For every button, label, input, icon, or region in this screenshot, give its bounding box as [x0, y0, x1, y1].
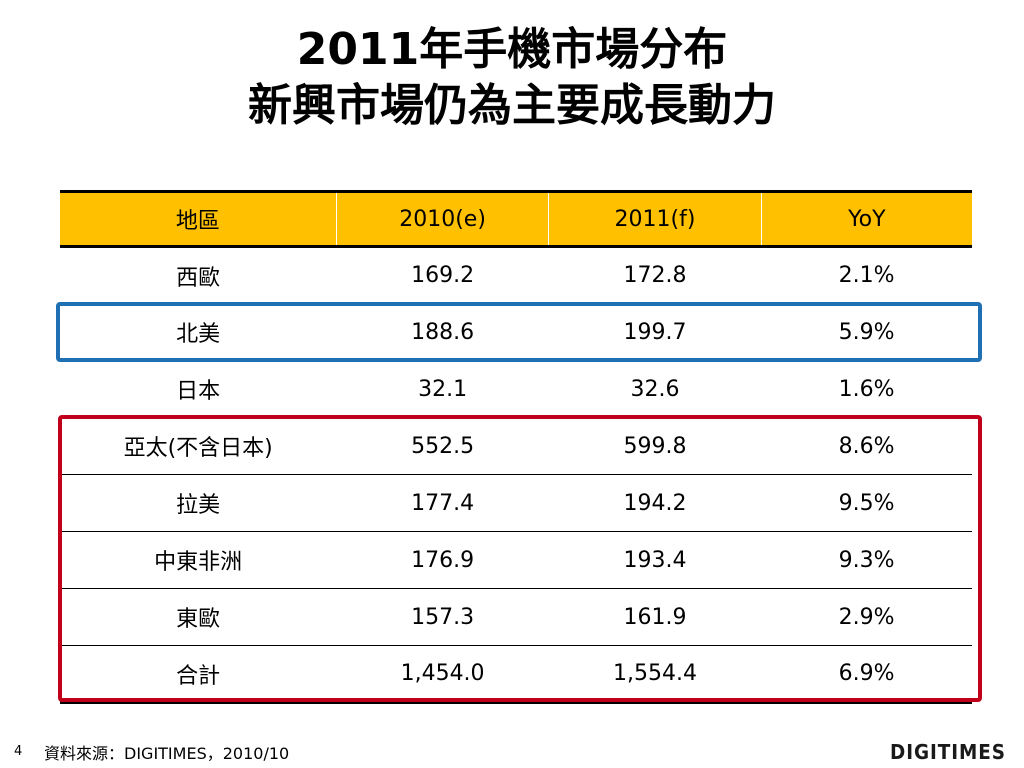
cell-region: 拉美 — [60, 474, 337, 532]
table-row: 西歐 169.2 172.8 2.1% — [60, 246, 972, 304]
cell-yoy: 1.6% — [761, 360, 972, 418]
cell-2011: 172.8 — [548, 246, 762, 304]
cell-2010: 552.5 — [336, 417, 549, 475]
cell-2011: 161.9 — [548, 588, 762, 646]
cell-2010: 169.2 — [336, 246, 549, 304]
cell-2010: 1,454.0 — [336, 645, 549, 704]
cell-2011: 199.7 — [548, 303, 762, 361]
slide-title: 2011年手機市場分布 新興市場仍為主要成長動力 — [0, 22, 1024, 134]
digitimes-logo: DIGITIMES — [890, 740, 1006, 764]
cell-region: 中東非洲 — [60, 531, 337, 589]
cell-2010: 176.9 — [336, 531, 549, 589]
title-line-2: 新興市場仍為主要成長動力 — [248, 80, 776, 131]
cell-region: 日本 — [60, 360, 337, 418]
cell-region: 東歐 — [60, 588, 337, 646]
cell-yoy: 2.9% — [761, 588, 972, 646]
cell-region: 亞太(不含日本) — [60, 417, 337, 475]
table-row: 中東非洲 176.9 193.4 9.3% — [60, 531, 972, 589]
table-header-row: 地區 2010(e) 2011(f) YoY — [60, 190, 972, 248]
cell-2011: 194.2 — [548, 474, 762, 532]
cell-yoy: 5.9% — [761, 303, 972, 361]
cell-region: 西歐 — [60, 246, 337, 304]
cell-2010: 177.4 — [336, 474, 549, 532]
cell-2011: 193.4 — [548, 531, 762, 589]
cell-yoy: 6.9% — [761, 645, 972, 704]
header-2011: 2011(f) — [548, 190, 762, 248]
header-region: 地區 — [60, 190, 337, 248]
cell-yoy: 9.3% — [761, 531, 972, 589]
cell-2011: 32.6 — [548, 360, 762, 418]
cell-yoy: 8.6% — [761, 417, 972, 475]
table-row: 北美 188.6 199.7 5.9% — [60, 303, 972, 361]
header-2010: 2010(e) — [335, 190, 549, 248]
header-yoy: YoY — [760, 190, 972, 248]
cell-yoy: 9.5% — [761, 474, 972, 532]
cell-2011: 1,554.4 — [548, 645, 762, 704]
source-note: 資料來源：DIGITIMES，2010/10 — [44, 744, 290, 763]
table-row: 日本 32.1 32.6 1.6% — [60, 360, 972, 418]
title-line-1: 2011年手機市場分布 — [296, 24, 728, 75]
page-number: 4 — [14, 744, 23, 759]
table-row-total: 合計 1,454.0 1,554.4 6.9% — [60, 645, 972, 704]
cell-2010: 32.1 — [336, 360, 549, 418]
cell-2010: 188.6 — [336, 303, 549, 361]
market-table: 地區 2010(e) 2011(f) YoY 西歐 169.2 172.8 2.… — [60, 190, 972, 704]
table-row: 亞太(不含日本) 552.5 599.8 8.6% — [60, 417, 972, 475]
cell-region: 合計 — [60, 645, 337, 704]
cell-2010: 157.3 — [336, 588, 549, 646]
cell-yoy: 2.1% — [761, 246, 972, 304]
table-row: 拉美 177.4 194.2 9.5% — [60, 474, 972, 532]
table-row: 東歐 157.3 161.9 2.9% — [60, 588, 972, 646]
cell-2011: 599.8 — [548, 417, 762, 475]
cell-region: 北美 — [60, 303, 337, 361]
